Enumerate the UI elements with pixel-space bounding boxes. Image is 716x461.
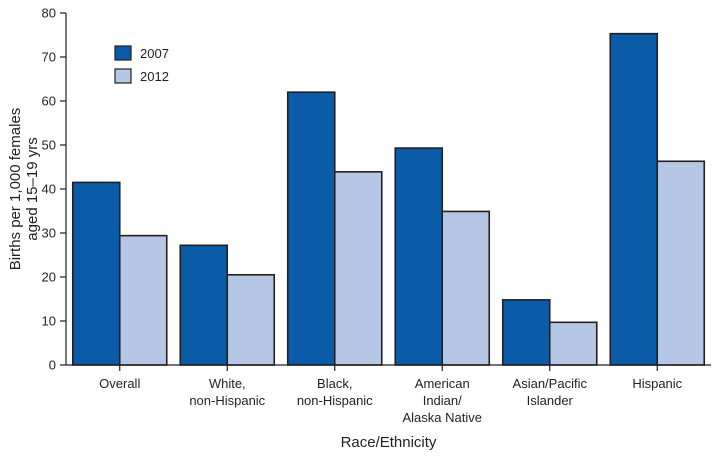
bar-2012-3	[441, 210, 491, 366]
y-tick-label: 80	[42, 6, 56, 21]
x-tick-label: American	[415, 376, 470, 391]
legend-label-2007: 2007	[140, 46, 169, 61]
bar-2012-1	[226, 273, 276, 366]
y-tick-label: 0	[49, 358, 56, 373]
bar-2007-5	[609, 32, 659, 366]
y-axis: 0 10 20 30 40 50 60 70 80	[42, 6, 67, 373]
y-tick-label: 10	[42, 314, 56, 329]
x-tick-label: Overall	[99, 376, 140, 391]
bar-2007-0	[71, 181, 121, 366]
y-tick-label: 50	[42, 138, 56, 153]
bar-2007-1	[179, 244, 229, 366]
bar-2007-2	[286, 91, 336, 366]
legend: 2007 2012	[114, 45, 169, 84]
bar-2012-0	[118, 234, 168, 366]
y-tick-label: 70	[42, 50, 56, 65]
bars-layer	[71, 32, 706, 366]
x-tick-label: Hispanic	[632, 376, 682, 391]
bar-2007-3	[394, 147, 444, 366]
x-axis-title: Race/Ethnicity	[341, 434, 437, 451]
x-tick-label: non-Hispanic	[189, 393, 265, 408]
bar-2012-2	[333, 171, 383, 366]
bar-2012-4	[548, 321, 598, 366]
x-tick-label: Alaska Native	[403, 410, 482, 425]
y-tick-label: 60	[42, 94, 56, 109]
x-tick-label: Asian/Pacific	[513, 376, 588, 391]
x-tick-label: Islander	[527, 393, 574, 408]
y-axis-title-line: Births per 1,000 females	[7, 108, 24, 271]
legend-swatch-2012	[114, 68, 132, 84]
y-tick-label: 20	[42, 270, 56, 285]
bar-2012-5	[656, 160, 706, 366]
y-tick-label: 40	[42, 182, 56, 197]
bar-2007-4	[501, 299, 551, 366]
x-tick-label: Black,	[317, 376, 352, 391]
y-axis-title: Births per 1,000 femalesaged 15–19 yrs	[7, 108, 41, 271]
x-axis: Overall White, non-Hispanic Black, non-Hispa…	[66, 364, 711, 425]
legend-swatch-2007	[114, 45, 132, 61]
x-tick-label: non-Hispanic	[297, 393, 373, 408]
y-tick-label: 30	[42, 226, 56, 241]
x-tick-label: White,	[209, 376, 246, 391]
y-axis-title-line: aged 15–19 yrs	[24, 137, 41, 240]
legend-label-2012: 2012	[140, 69, 169, 84]
x-tick-label: Indian/	[423, 393, 462, 408]
